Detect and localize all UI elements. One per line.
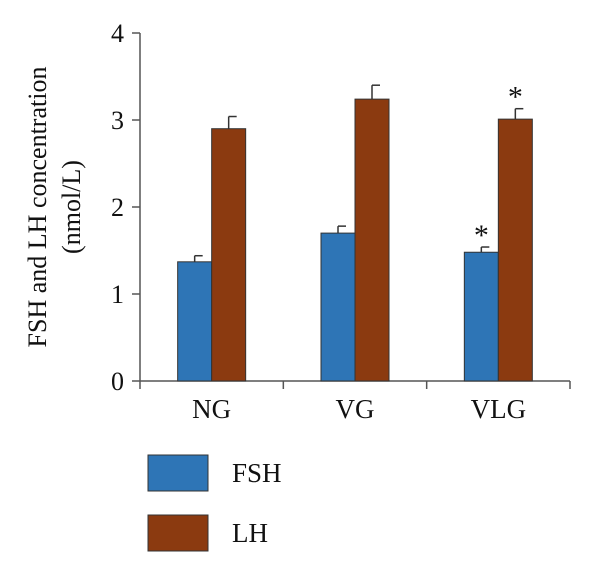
y-axis-title: FSH and LH concentration (nmol/L) xyxy=(23,67,86,348)
bar-fsh-vg xyxy=(320,232,356,382)
significance-mark: * xyxy=(474,219,489,252)
labels: 0 1 2 3 4 NG VG * * VLG xyxy=(111,19,526,424)
legend: FSH LH xyxy=(147,454,282,552)
bar-lh-vg xyxy=(354,98,390,382)
legend-label-fsh: FSH xyxy=(232,458,282,488)
y-tick-label: 2 xyxy=(111,193,124,222)
y-tick-label: 0 xyxy=(111,367,124,396)
legend-label-lh: LH xyxy=(232,518,268,548)
y-tick-label: 4 xyxy=(111,19,124,48)
bar-fsh-ng xyxy=(177,261,213,382)
bar-lh-ng xyxy=(211,128,247,382)
x-tick-label: NG xyxy=(192,394,231,424)
legend-swatch-lh xyxy=(147,514,209,552)
x-tick-label: VG xyxy=(336,394,375,424)
y-tick-label: 3 xyxy=(111,106,124,135)
significance-mark: * xyxy=(508,81,523,114)
x-tick-label: VLG xyxy=(471,394,527,424)
bars xyxy=(177,84,533,382)
bar-fsh-vlg xyxy=(463,251,499,382)
y-axis-title-line: FSH and LH concentration xyxy=(23,67,52,348)
legend-swatch-fsh xyxy=(147,454,209,492)
bar-lh-vlg xyxy=(497,118,533,382)
y-tick-label: 1 xyxy=(111,280,124,309)
y-axis-title-line: (nmol/L) xyxy=(57,160,86,254)
